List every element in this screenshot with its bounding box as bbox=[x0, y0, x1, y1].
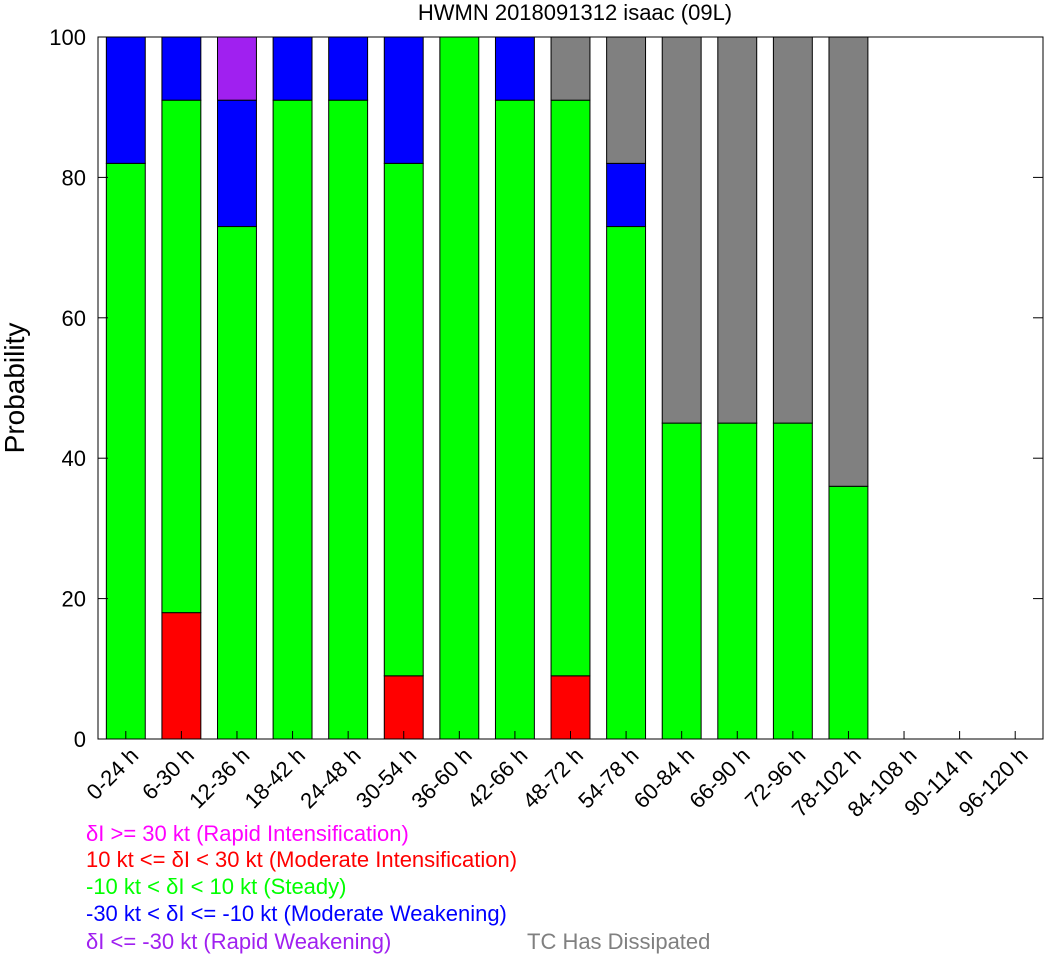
y-tick-label: 60 bbox=[62, 306, 86, 331]
bar-segment-mw bbox=[161, 36, 202, 101]
bar-segment-steady bbox=[550, 99, 591, 677]
x-tick-label: 0-24 h bbox=[82, 743, 144, 805]
bar-segment-mi bbox=[550, 675, 591, 740]
x-tick-label: 30-54 h bbox=[351, 743, 421, 813]
bar-segment-rw bbox=[217, 36, 257, 101]
bar-segment-steady bbox=[161, 99, 202, 614]
bar-segment-mi bbox=[383, 675, 424, 740]
bars-group bbox=[105, 36, 1035, 740]
y-tick-label: 0 bbox=[74, 727, 86, 752]
bar-segment-mw bbox=[606, 162, 647, 228]
y-tick-label: 20 bbox=[62, 587, 86, 612]
legend-item: 10 kt <= δI < 30 kt (Moderate Intensific… bbox=[86, 847, 517, 872]
x-tick-label: 36-60 h bbox=[406, 743, 476, 813]
bar-segment-dissipated bbox=[717, 36, 758, 424]
x-tick-label: 66-90 h bbox=[684, 743, 754, 813]
x-tick-label: 42-66 h bbox=[462, 743, 532, 813]
x-tick-label: 54-78 h bbox=[573, 743, 643, 813]
legend-item: -10 kt < δI < 10 kt (Steady) bbox=[86, 874, 346, 899]
bar-segment-mw bbox=[383, 36, 424, 164]
bar-segment-steady bbox=[328, 99, 369, 740]
bar-segment-mw bbox=[272, 36, 313, 101]
chart-title: HWMN 2018091312 isaac (09L) bbox=[418, 0, 732, 25]
bar-segment-steady bbox=[606, 226, 647, 740]
bar-segment-mw bbox=[217, 99, 257, 228]
y-axis-label: Probability bbox=[0, 323, 30, 454]
x-axis: 0-24 h6-30 h12-36 h18-42 h24-48 h30-54 h… bbox=[82, 731, 1033, 822]
bar-segment-mw bbox=[494, 36, 535, 101]
bar-segment-steady bbox=[105, 162, 146, 740]
bar-segment-steady bbox=[217, 226, 257, 740]
bar-segment-mw bbox=[105, 36, 146, 164]
legend: δI >= 30 kt (Rapid Intensification)10 kt… bbox=[86, 821, 710, 954]
bar-segment-steady bbox=[439, 36, 480, 740]
y-tick-label: 40 bbox=[62, 446, 86, 471]
bar-segment-dissipated bbox=[828, 36, 869, 487]
bar-segment-dissipated bbox=[661, 36, 702, 424]
bar-segment-dissipated bbox=[606, 36, 647, 164]
bar-segment-dissipated bbox=[550, 36, 591, 101]
legend-item: δI <= -30 kt (Rapid Weakening) bbox=[86, 929, 391, 954]
bar-segment-steady bbox=[383, 162, 424, 677]
legend-item: TC Has Dissipated bbox=[527, 929, 710, 954]
bar-segment-mi bbox=[161, 612, 202, 740]
x-tick-label: 12-36 h bbox=[184, 743, 254, 813]
bar-segment-steady bbox=[661, 422, 702, 740]
bar-segment-steady bbox=[717, 422, 758, 740]
x-tick-label: 18-42 h bbox=[240, 743, 310, 813]
bar-segment-steady bbox=[772, 422, 813, 740]
bar-segment-steady bbox=[828, 485, 869, 740]
bar-segment-mw bbox=[328, 36, 369, 101]
bar-segment-steady bbox=[494, 99, 535, 740]
x-tick-label: 60-84 h bbox=[629, 743, 699, 813]
bar-segment-steady bbox=[272, 99, 313, 740]
legend-item: -30 kt < δI <= -10 kt (Moderate Weakenin… bbox=[86, 901, 507, 926]
bar-segment-dissipated bbox=[772, 36, 813, 424]
x-tick-label: 24-48 h bbox=[295, 743, 365, 813]
y-tick-label: 100 bbox=[49, 25, 86, 50]
y-tick-label: 80 bbox=[62, 165, 86, 190]
legend-item: δI >= 30 kt (Rapid Intensification) bbox=[86, 821, 409, 846]
x-tick-label: 48-72 h bbox=[518, 743, 588, 813]
y-axis: 0 20 40 60 80 100 bbox=[49, 25, 1043, 752]
